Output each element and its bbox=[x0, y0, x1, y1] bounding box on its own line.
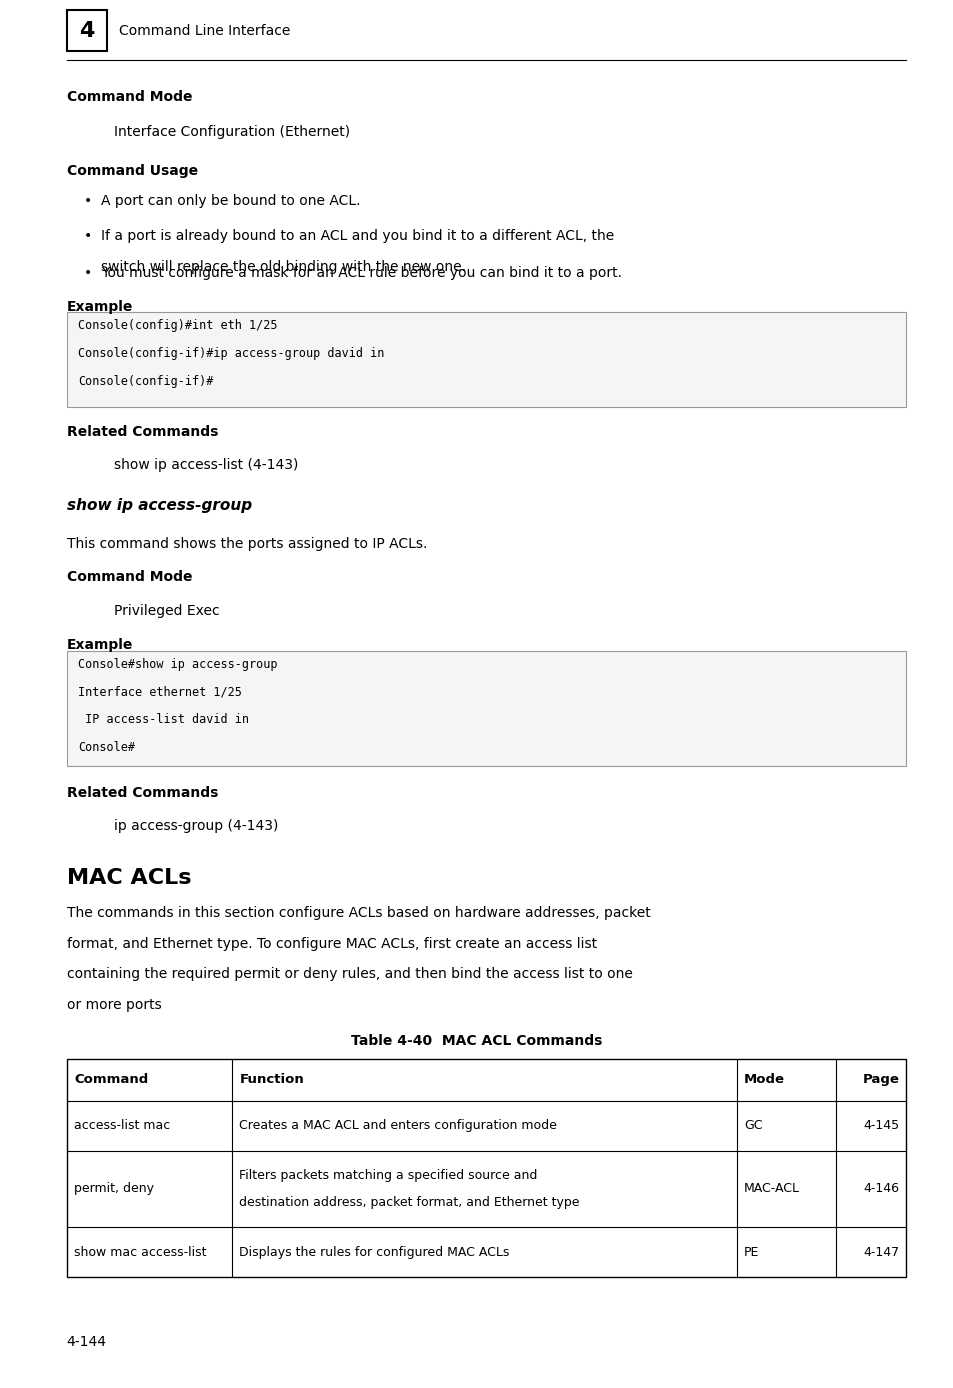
Text: ip access-group (4-143): ip access-group (4-143) bbox=[114, 819, 278, 833]
Text: Interface ethernet 1/25: Interface ethernet 1/25 bbox=[78, 686, 242, 698]
Text: Console(config-if)#: Console(config-if)# bbox=[78, 375, 213, 387]
Text: containing the required permit or deny rules, and then bind the access list to o: containing the required permit or deny r… bbox=[67, 967, 632, 981]
Text: 4: 4 bbox=[79, 21, 94, 40]
Text: Console(config)#int eth 1/25: Console(config)#int eth 1/25 bbox=[78, 319, 277, 332]
Text: Example: Example bbox=[67, 638, 133, 652]
Text: A port can only be bound to one ACL.: A port can only be bound to one ACL. bbox=[101, 194, 360, 208]
Text: •: • bbox=[84, 229, 92, 243]
Text: Mode: Mode bbox=[743, 1073, 784, 1087]
Text: Function: Function bbox=[239, 1073, 304, 1087]
Text: Related Commands: Related Commands bbox=[67, 425, 218, 439]
Text: If a port is already bound to an ACL and you bind it to a different ACL, the: If a port is already bound to an ACL and… bbox=[101, 229, 614, 243]
Text: •: • bbox=[84, 194, 92, 208]
Text: Console#: Console# bbox=[78, 741, 135, 754]
Text: format, and Ethernet type. To configure MAC ACLs, first create an access list: format, and Ethernet type. To configure … bbox=[67, 937, 597, 951]
Text: access-list mac: access-list mac bbox=[74, 1119, 171, 1133]
Text: show mac access-list: show mac access-list bbox=[74, 1245, 207, 1259]
Text: Command Usage: Command Usage bbox=[67, 164, 197, 178]
Text: Command: Command bbox=[74, 1073, 149, 1087]
Text: Interface Configuration (Ethernet): Interface Configuration (Ethernet) bbox=[114, 125, 351, 139]
Text: Command Mode: Command Mode bbox=[67, 90, 193, 104]
Text: show ip access-group: show ip access-group bbox=[67, 498, 252, 514]
Text: MAC-ACL: MAC-ACL bbox=[743, 1183, 800, 1195]
Text: switch will replace the old binding with the new one.: switch will replace the old binding with… bbox=[101, 260, 466, 273]
Text: This command shows the ports assigned to IP ACLs.: This command shows the ports assigned to… bbox=[67, 537, 427, 551]
Text: GC: GC bbox=[743, 1119, 761, 1133]
Text: permit, deny: permit, deny bbox=[74, 1183, 154, 1195]
Text: 4-147: 4-147 bbox=[862, 1245, 899, 1259]
Text: 4-146: 4-146 bbox=[862, 1183, 899, 1195]
Text: Creates a MAC ACL and enters configuration mode: Creates a MAC ACL and enters configurati… bbox=[239, 1119, 557, 1133]
Text: Table 4-40  MAC ACL Commands: Table 4-40 MAC ACL Commands bbox=[351, 1034, 602, 1048]
Text: Privileged Exec: Privileged Exec bbox=[114, 604, 220, 618]
FancyBboxPatch shape bbox=[67, 10, 107, 51]
Text: You must configure a mask for an ACL rule before you can bind it to a port.: You must configure a mask for an ACL rul… bbox=[101, 266, 621, 280]
Text: Example: Example bbox=[67, 300, 133, 314]
Text: Command Line Interface: Command Line Interface bbox=[119, 24, 291, 37]
Text: 4-144: 4-144 bbox=[67, 1335, 107, 1349]
Text: Displays the rules for configured MAC ACLs: Displays the rules for configured MAC AC… bbox=[239, 1245, 509, 1259]
FancyBboxPatch shape bbox=[67, 312, 905, 407]
FancyBboxPatch shape bbox=[67, 651, 905, 766]
Text: Console(config-if)#ip access-group david in: Console(config-if)#ip access-group david… bbox=[78, 347, 384, 359]
Text: PE: PE bbox=[743, 1245, 759, 1259]
FancyBboxPatch shape bbox=[67, 1059, 905, 1277]
Text: destination address, packet format, and Ethernet type: destination address, packet format, and … bbox=[239, 1195, 579, 1209]
Text: Filters packets matching a specified source and: Filters packets matching a specified sou… bbox=[239, 1169, 537, 1183]
Text: MAC ACLs: MAC ACLs bbox=[67, 868, 192, 887]
Text: IP access-list david in: IP access-list david in bbox=[78, 713, 249, 726]
Text: Command Mode: Command Mode bbox=[67, 570, 193, 584]
Text: Related Commands: Related Commands bbox=[67, 786, 218, 799]
Text: Page: Page bbox=[862, 1073, 899, 1087]
Text: 4-145: 4-145 bbox=[862, 1119, 899, 1133]
Text: The commands in this section configure ACLs based on hardware addresses, packet: The commands in this section configure A… bbox=[67, 906, 650, 920]
Text: Console#show ip access-group: Console#show ip access-group bbox=[78, 658, 277, 670]
Text: or more ports: or more ports bbox=[67, 998, 161, 1012]
Text: show ip access-list (4-143): show ip access-list (4-143) bbox=[114, 458, 298, 472]
Text: •: • bbox=[84, 266, 92, 280]
